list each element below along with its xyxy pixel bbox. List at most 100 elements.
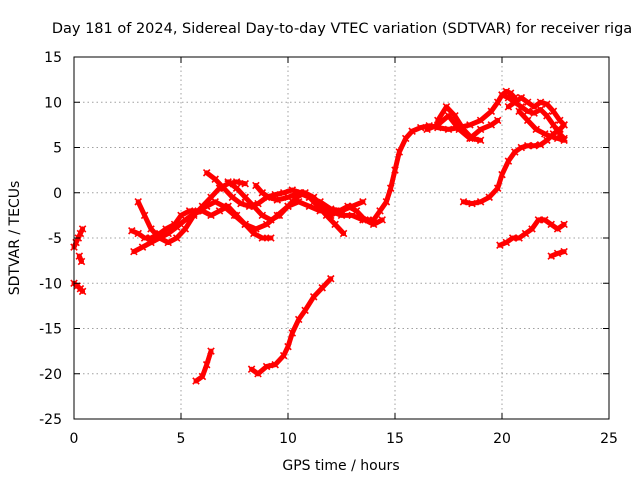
- data-point: [273, 196, 282, 204]
- data-point: [498, 170, 506, 179]
- data-point: [78, 225, 87, 233]
- y-tick-label: -20: [39, 367, 62, 383]
- data-point: [224, 178, 232, 186]
- data-point: [327, 211, 335, 220]
- data-point: [284, 193, 292, 202]
- data-track: [496, 216, 568, 249]
- data-point: [511, 148, 519, 156]
- data-point: [76, 229, 85, 238]
- data-point: [451, 112, 459, 120]
- data-point: [77, 257, 86, 266]
- data-point: [382, 198, 391, 206]
- data-point: [547, 220, 555, 229]
- data-point: [241, 220, 249, 229]
- x-tick-label: 0: [70, 431, 79, 447]
- data-point: [172, 234, 181, 242]
- data-point: [294, 315, 303, 324]
- data-point: [134, 229, 142, 238]
- data-point: [541, 216, 549, 224]
- data-track: [247, 274, 335, 378]
- data-point: [288, 329, 297, 337]
- data-point: [502, 238, 511, 247]
- data-point: [192, 377, 200, 385]
- data-point: [284, 202, 292, 211]
- data-point: [294, 189, 303, 197]
- data-point: [267, 234, 275, 242]
- y-tick-label: -5: [48, 231, 62, 247]
- data-track: [515, 107, 568, 145]
- data-point: [130, 247, 138, 256]
- data-point: [271, 360, 279, 369]
- y-tick-label: 5: [53, 141, 62, 157]
- data-point: [202, 360, 211, 369]
- data-point: [543, 100, 551, 108]
- data-point: [207, 347, 215, 355]
- data-point: [134, 198, 142, 206]
- data-point: [164, 238, 172, 247]
- data-point: [468, 134, 476, 143]
- data-point: [543, 112, 551, 120]
- data-point: [327, 205, 335, 213]
- data-point: [140, 234, 149, 242]
- data-point: [211, 175, 219, 183]
- data-point: [305, 202, 314, 211]
- data-point: [75, 252, 84, 260]
- data-point: [207, 193, 215, 202]
- data-point: [258, 234, 267, 242]
- data-point: [536, 105, 545, 114]
- data-point: [553, 134, 562, 143]
- data-point: [498, 91, 506, 99]
- data-point: [207, 211, 215, 220]
- data-point: [530, 109, 538, 117]
- x-tick-label: 25: [600, 431, 618, 447]
- data-point: [493, 116, 502, 125]
- data-point: [279, 351, 288, 360]
- data-point: [155, 234, 164, 242]
- data-series: [70, 87, 568, 385]
- data-point: [523, 141, 532, 150]
- data-point: [172, 223, 181, 231]
- chart-title: Day 181 of 2024, Sidereal Day-to-day VTE…: [52, 21, 632, 37]
- data-point: [202, 169, 211, 177]
- data-point: [305, 193, 314, 202]
- x-tick-label: 15: [386, 431, 404, 447]
- y-axis-label: SDTVAR / TECUs: [7, 181, 23, 296]
- data-point: [553, 249, 562, 258]
- data-point: [147, 238, 155, 247]
- data-point: [504, 93, 513, 102]
- y-tick-label: -25: [39, 412, 62, 428]
- data-point: [523, 98, 532, 107]
- data-track: [70, 279, 87, 296]
- data-point: [252, 181, 260, 190]
- data-point: [401, 134, 410, 143]
- data-point: [536, 98, 545, 107]
- data-track: [192, 347, 215, 385]
- data-point: [508, 234, 517, 242]
- data-point: [78, 287, 87, 296]
- data-point: [241, 179, 249, 188]
- data-point: [434, 116, 442, 125]
- data-point: [523, 116, 532, 125]
- data-point: [309, 293, 318, 301]
- data-point: [220, 184, 228, 192]
- data-point: [258, 189, 267, 197]
- data-point: [147, 225, 155, 233]
- data-point: [395, 148, 404, 156]
- data-point: [560, 136, 568, 145]
- data-point: [560, 220, 568, 229]
- data-point: [391, 166, 399, 174]
- data-point: [487, 121, 496, 129]
- data-point: [523, 107, 532, 116]
- data-point: [337, 207, 346, 215]
- data-point: [530, 103, 538, 111]
- data-point: [511, 98, 519, 107]
- data-point: [264, 193, 273, 202]
- data-point: [423, 125, 431, 134]
- data-point: [190, 211, 198, 220]
- data-point: [549, 107, 558, 116]
- data-point: [547, 252, 555, 260]
- data-point: [232, 211, 241, 220]
